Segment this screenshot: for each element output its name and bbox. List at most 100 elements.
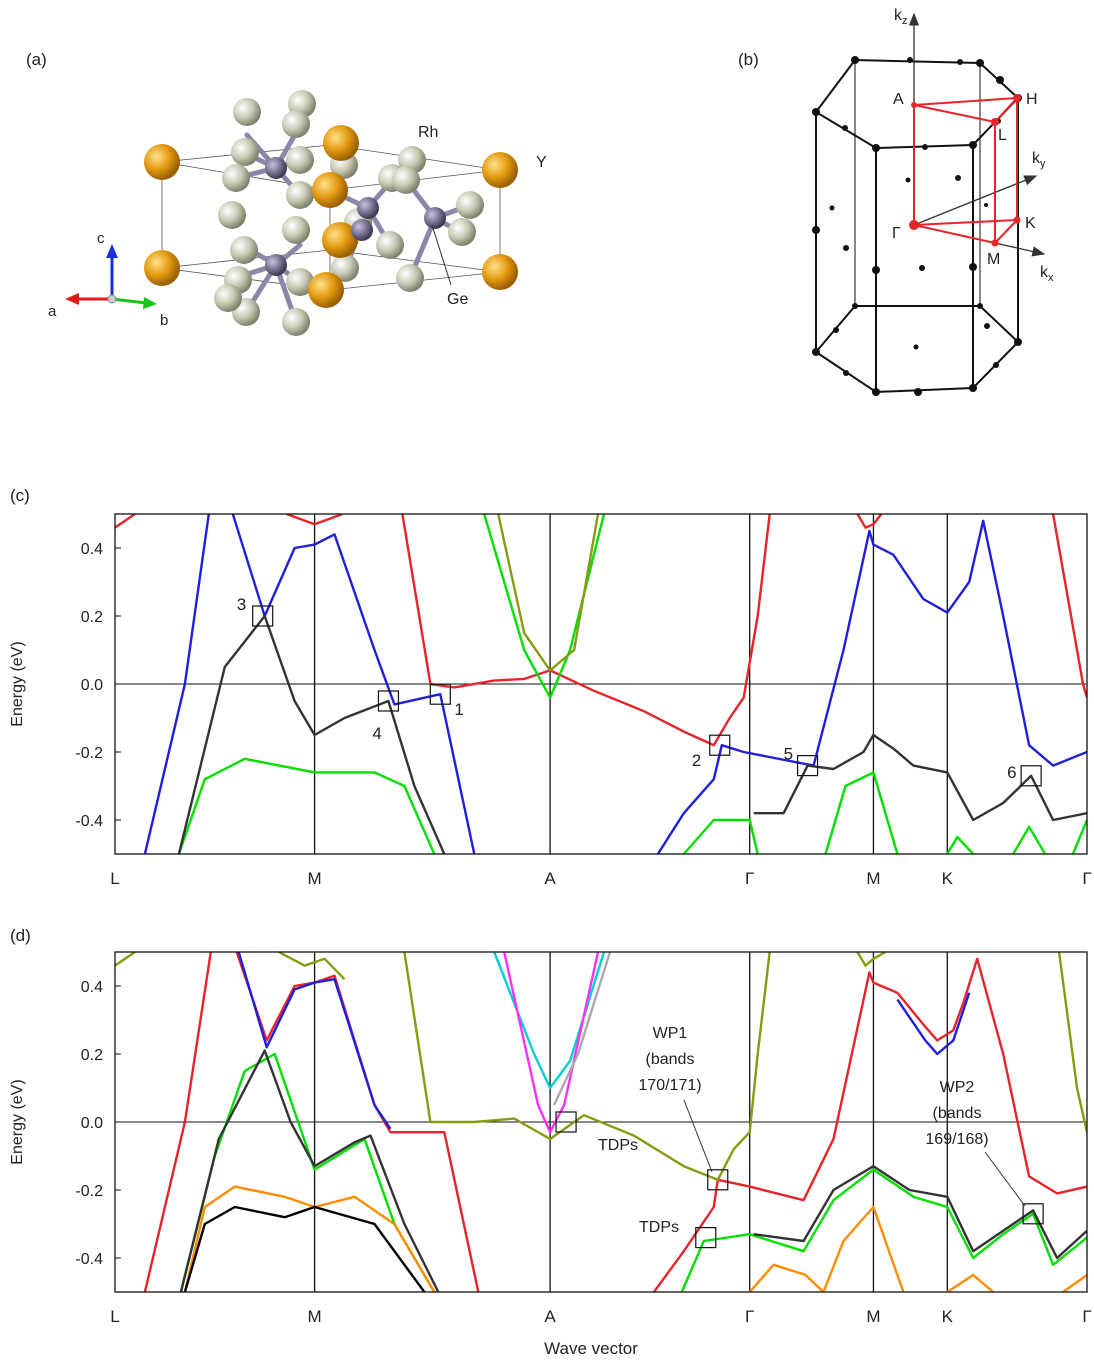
ge-atoms	[265, 157, 446, 276]
band-line	[143, 952, 212, 1292]
band-line	[403, 952, 771, 1181]
crossing-marker	[1020, 765, 1042, 787]
y-tick-label: 0.2	[81, 609, 103, 626]
k-point-label: M	[308, 869, 322, 888]
band-line	[143, 514, 210, 854]
crossing-marker-label: 3	[237, 595, 246, 614]
crossing-marker	[796, 754, 819, 777]
k-point-label: M	[866, 869, 880, 888]
brillouin-zone: kz ky kx A H L Γ K M	[812, 7, 1054, 396]
band-line	[824, 771, 899, 854]
bands-c	[115, 514, 1087, 854]
band-line	[682, 818, 759, 854]
k-point-label: L	[110, 869, 119, 888]
k-point-label: Γ	[1082, 1307, 1091, 1326]
bz-point-H: H	[1026, 91, 1038, 108]
band-line	[856, 514, 883, 529]
kz-label: kz	[894, 7, 908, 27]
y-tick-label: -0.2	[75, 745, 103, 762]
annotation-wp2-title: WP2	[940, 1079, 975, 1096]
band-line	[946, 1273, 994, 1292]
band-structure-chart-d: 0.4 0.2 0.0 -0.2 -0.4 L M A Γ M K Γ Energy (eV) Wa…	[9, 951, 1092, 1358]
band-line	[235, 952, 480, 1292]
band-line	[748, 1263, 825, 1292]
k-point-label: Γ	[1082, 869, 1091, 888]
band-line	[822, 1205, 905, 1292]
band-line	[1051, 514, 1087, 698]
y-tick-label: 0.0	[81, 1115, 103, 1132]
band-line	[286, 514, 343, 526]
band-line	[177, 614, 446, 854]
band-line	[946, 835, 975, 854]
band-line	[896, 992, 971, 1056]
band-line	[503, 952, 600, 1134]
axis-a-label: a	[48, 303, 57, 320]
kx-label: kx	[1040, 264, 1054, 284]
rh-atoms	[214, 90, 484, 336]
band-line	[183, 1185, 436, 1292]
y-axis-label-c: Energy (eV)	[9, 641, 26, 726]
bz-point-M: M	[987, 251, 1000, 268]
band-line	[680, 1168, 1087, 1292]
y-tick-label: -0.4	[75, 813, 103, 830]
crossing-marker-label: 2	[692, 751, 701, 770]
crossing-marker-label: 1	[454, 700, 463, 719]
band-line	[115, 514, 136, 529]
axis-b-label: b	[160, 312, 168, 329]
y-atoms	[144, 125, 518, 308]
band-line	[1071, 819, 1087, 854]
annotation-wp2-line3: 169/168)	[925, 1131, 988, 1148]
band-structure-chart-c: 0.4 0.2 0.0 -0.2 -0.4 L M A Γ M K Γ 1 2 3 4 5 6 Energy …	[9, 513, 1092, 888]
k-point-label: K	[942, 869, 954, 888]
crossing-marker	[707, 1169, 729, 1191]
band-line	[753, 733, 1087, 822]
band-line	[179, 1052, 436, 1292]
band-line	[231, 514, 476, 854]
k-point-label: M	[308, 1307, 322, 1326]
k-point-label: Γ	[745, 1307, 754, 1326]
annotation-wp1-line3: 170/171)	[638, 1077, 701, 1094]
panel-label-d: (d)	[10, 926, 31, 945]
k-point-label: A	[544, 1307, 556, 1326]
bz-point-K: K	[1025, 215, 1036, 232]
annotation-tdps-a: TDPs	[598, 1137, 638, 1154]
crossing-marker	[429, 683, 451, 705]
x-axis-label-d: Wave vector	[544, 1339, 638, 1358]
crystal-structure: Rh Y Ge c a b	[48, 90, 547, 336]
k-point-label: A	[544, 869, 556, 888]
band-line	[652, 957, 1087, 1292]
panel-label-a: (a)	[26, 50, 47, 69]
axis-c-label: c	[97, 230, 105, 247]
ge-leader-line	[431, 224, 452, 286]
y-tick-label: -0.2	[75, 1183, 103, 1200]
k-point-label: L	[110, 1307, 119, 1326]
rh-label: Rh	[418, 124, 438, 141]
y-ticks-d: 0.4 0.2 0.0 -0.2 -0.4	[75, 979, 121, 1268]
annotations-d: TDPs TDPs WP1 (bands 170/171) WP2 (bands…	[598, 1025, 1026, 1236]
band-line	[1062, 1274, 1087, 1292]
band-line	[1057, 952, 1087, 1133]
y-tick-label: -0.4	[75, 1251, 103, 1268]
k-point-label: M	[866, 1307, 880, 1326]
crossing-marker	[1022, 1203, 1044, 1225]
crossing-marker	[709, 734, 731, 756]
band-line	[278, 952, 346, 981]
y-label: Y	[536, 154, 547, 171]
band-line	[183, 1205, 426, 1292]
y-tick-label: 0.4	[81, 541, 103, 558]
bz-point-gamma: Γ	[892, 225, 901, 242]
crossing-marker	[695, 1226, 717, 1249]
panel-label-b: (b)	[738, 50, 759, 69]
k-point-label: Γ	[745, 869, 754, 888]
ky-label: ky	[1032, 150, 1046, 170]
y-tick-label: 0.2	[81, 1047, 103, 1064]
y-tick-label: 0.0	[81, 677, 103, 694]
band-line	[483, 514, 606, 699]
annotation-tdps-gamma: TDPs	[639, 1219, 679, 1236]
band-line	[401, 514, 771, 747]
crossing-marker	[377, 690, 400, 712]
k-point-label: K	[942, 1307, 954, 1326]
bz-dots	[812, 56, 1022, 396]
